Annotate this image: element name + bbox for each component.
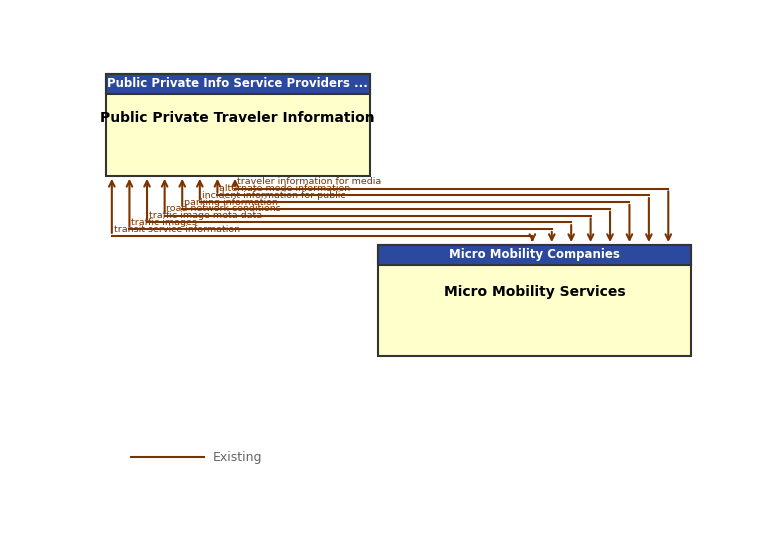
Text: alternate mode information: alternate mode information [219,184,351,193]
Text: Micro Mobility Companies: Micro Mobility Companies [449,249,620,262]
Text: Public Private Traveler Information: Public Private Traveler Information [100,111,375,125]
FancyBboxPatch shape [378,245,691,265]
Text: parking information: parking information [184,198,278,207]
FancyBboxPatch shape [106,73,370,176]
Text: traffic image meta data: traffic image meta data [149,211,262,220]
Text: Existing: Existing [213,451,262,464]
Text: incident information for public: incident information for public [202,191,345,200]
FancyBboxPatch shape [378,245,691,356]
Text: transit service information: transit service information [114,225,240,233]
Text: Micro Mobility Services: Micro Mobility Services [444,285,626,299]
Text: road network conditions: road network conditions [167,204,281,213]
Text: traffic images: traffic images [132,218,197,227]
FancyBboxPatch shape [106,73,370,93]
Text: traveler information for media: traveler information for media [236,178,381,186]
Text: Public Private Info Service Providers ...: Public Private Info Service Providers ..… [107,77,368,90]
